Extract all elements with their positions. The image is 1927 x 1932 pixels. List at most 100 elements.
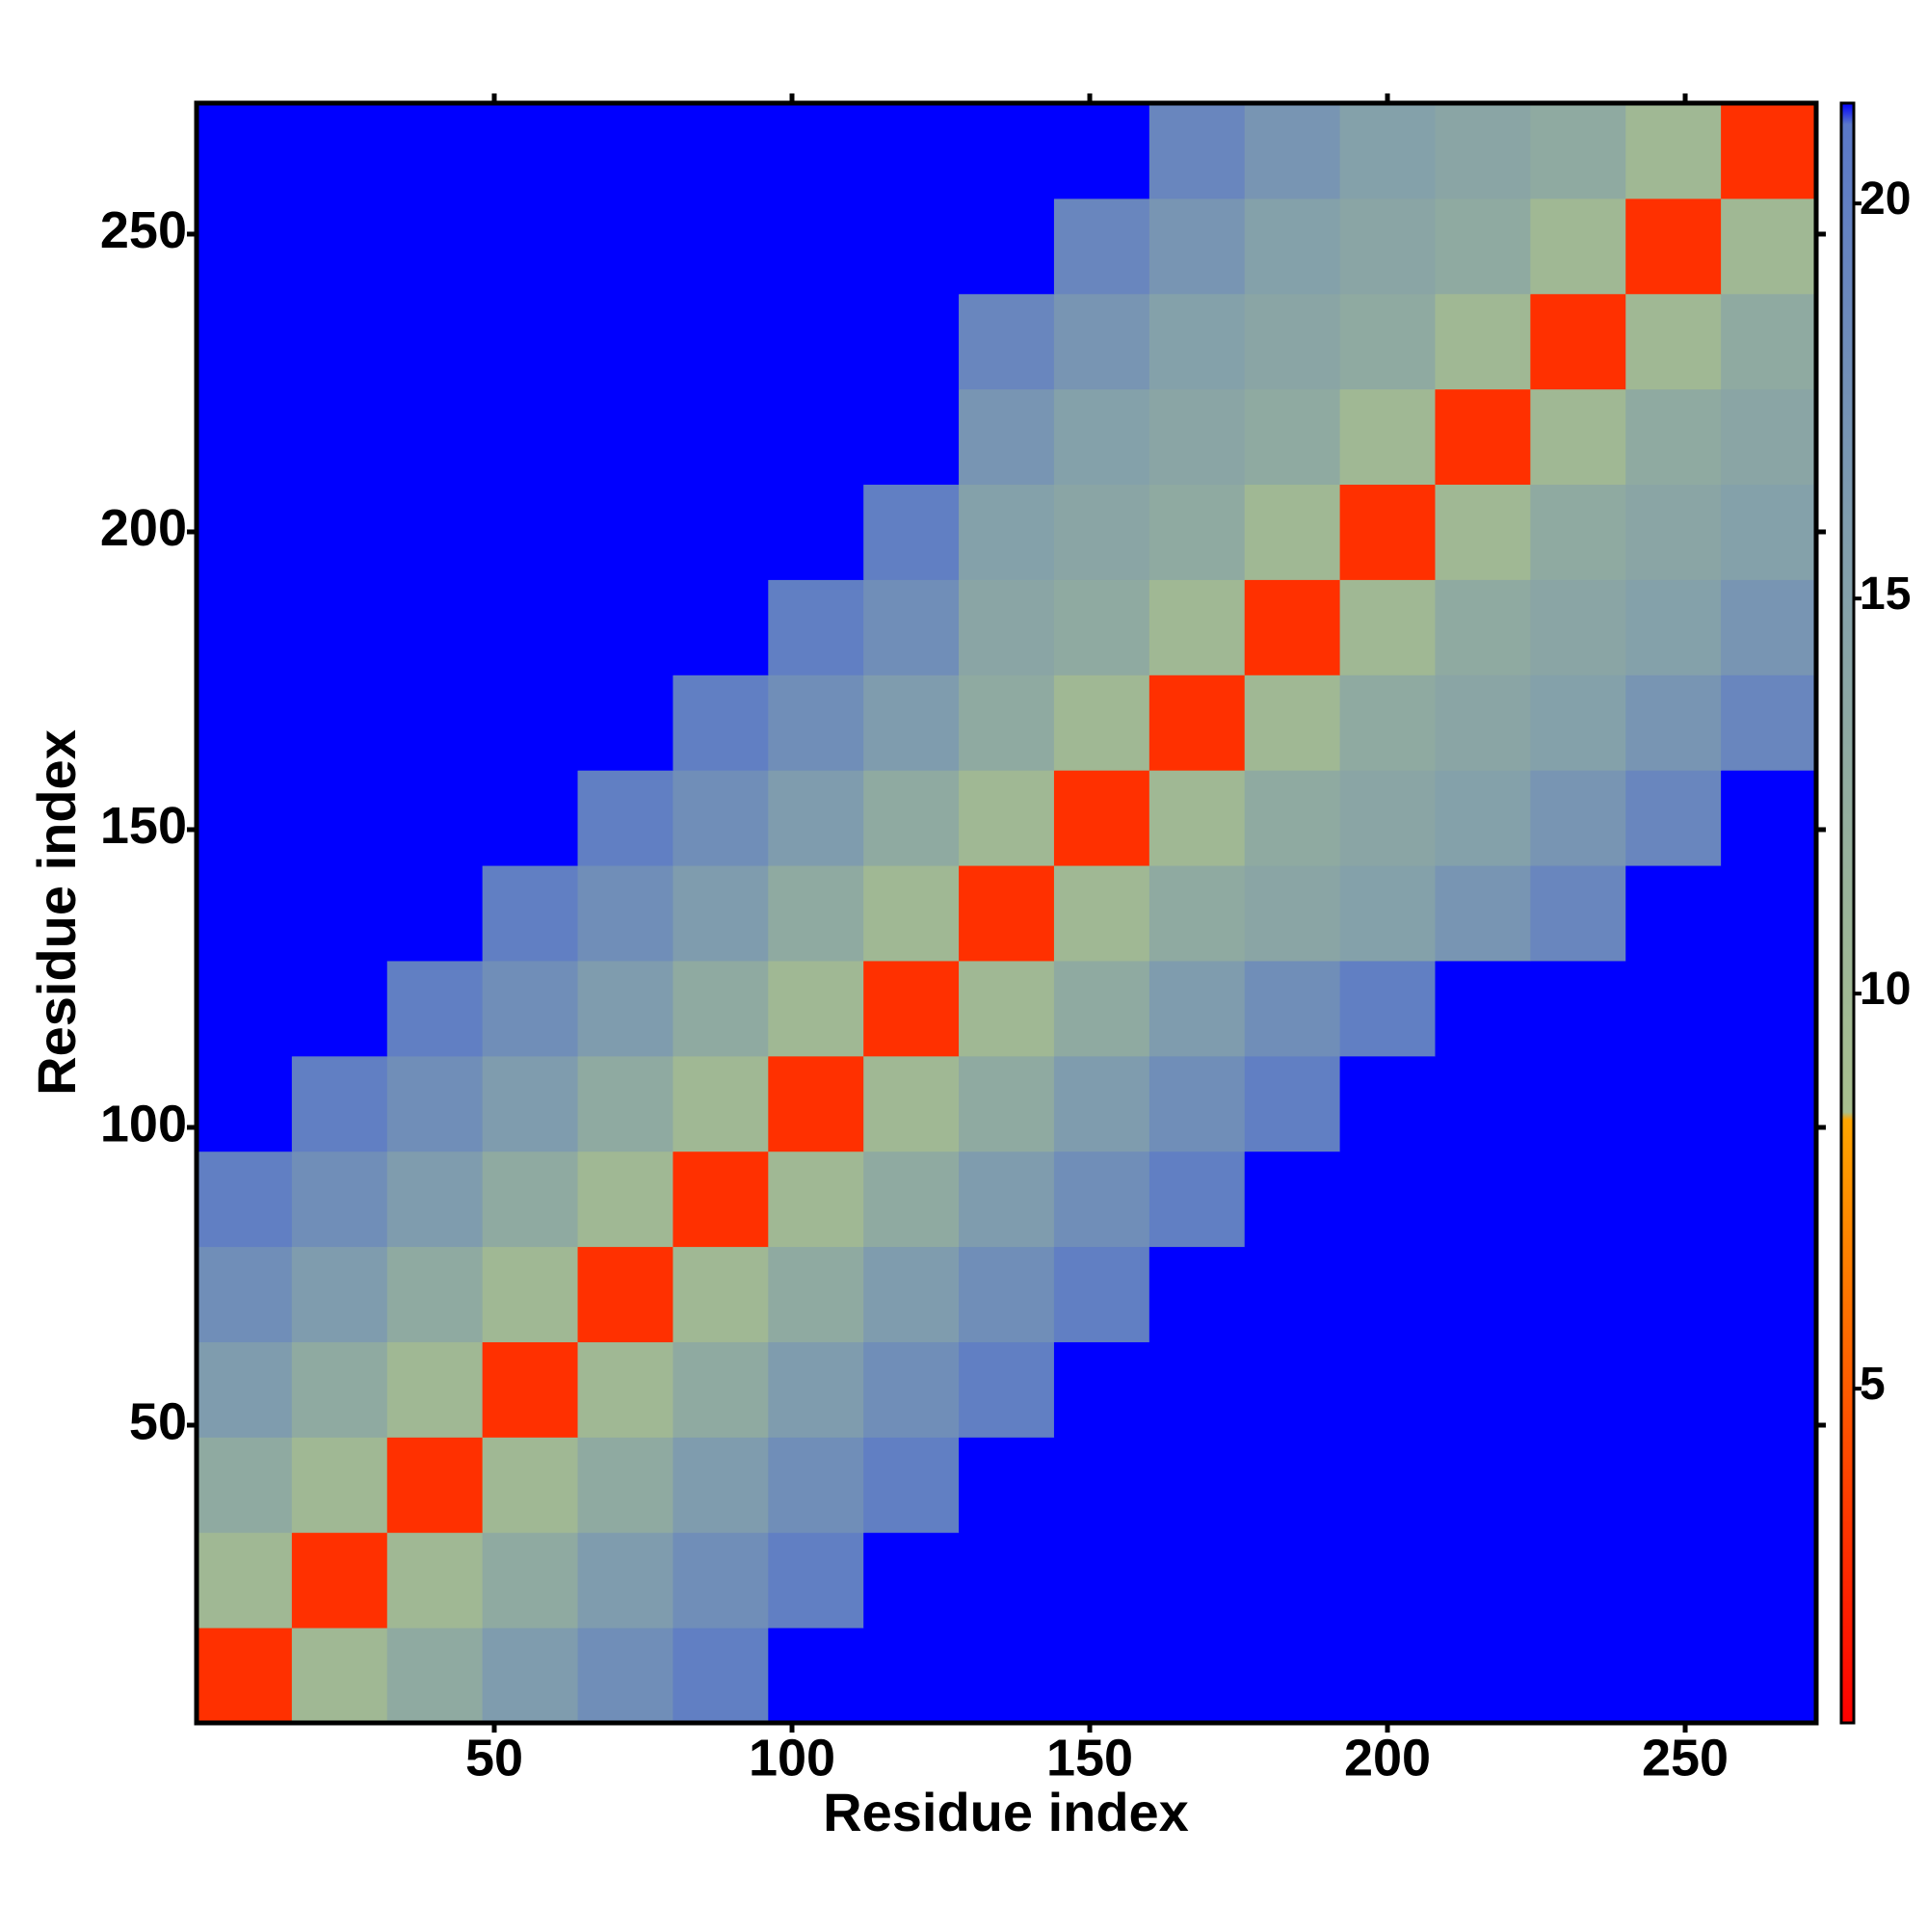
heatmap-cell <box>1339 388 1436 486</box>
heatmap-cell <box>1053 1437 1150 1533</box>
heatmap-cell <box>768 1341 864 1438</box>
heatmap-cell <box>1721 388 1817 486</box>
heatmap-cell <box>1625 1151 1722 1248</box>
heatmap-cell <box>673 865 769 962</box>
heatmap-cell <box>959 388 1055 486</box>
heatmap-cell <box>1721 1628 1817 1724</box>
heatmap-cell <box>1244 1055 1341 1152</box>
heatmap-cell <box>768 1437 864 1533</box>
heatmap-cell <box>1721 1341 1817 1438</box>
heatmap-cell <box>482 1151 579 1248</box>
heatmap-cell <box>959 1151 1055 1248</box>
heatmap-cell <box>1625 1055 1722 1152</box>
heatmap-cell <box>1435 1628 1531 1724</box>
heatmap-cell <box>482 1246 579 1342</box>
heatmap-cell <box>768 675 864 771</box>
heatmap-cell <box>768 198 864 295</box>
heatmap-cell <box>863 103 960 199</box>
heatmap-cell <box>386 1246 484 1342</box>
heatmap-cell <box>197 865 293 962</box>
y-tick-label: 200 <box>100 499 187 557</box>
heatmap-cell <box>959 1628 1055 1724</box>
heatmap-cell <box>673 960 769 1057</box>
heatmap-cell <box>1148 1055 1246 1152</box>
heatmap-cell <box>577 1628 673 1724</box>
heatmap-cell <box>291 1151 388 1248</box>
heatmap-cell <box>1530 1151 1626 1248</box>
heatmap-cell <box>863 865 960 962</box>
heatmap-cell <box>1053 960 1150 1057</box>
heatmap-cell <box>291 198 388 295</box>
heatmap-cell <box>1435 484 1531 580</box>
heatmap-cell <box>1530 675 1626 771</box>
heatmap-cell <box>959 865 1055 962</box>
heatmap-cell <box>1053 675 1150 771</box>
heatmap-cell <box>1148 675 1246 771</box>
heatmap-cell <box>1435 198 1531 295</box>
heatmap-cell <box>1625 675 1722 771</box>
heatmap-cell <box>1339 1055 1436 1152</box>
heatmap-cell <box>1530 1532 1626 1628</box>
heatmap-cell <box>482 293 579 390</box>
heatmap-cell <box>291 293 388 390</box>
heatmap-cell <box>1625 770 1722 866</box>
heatmap-cell <box>1625 484 1722 580</box>
heatmap-cell <box>959 1341 1055 1438</box>
heatmap-cell <box>197 770 293 866</box>
heatmap-cell <box>1530 865 1626 962</box>
heatmap-cell <box>1625 1532 1722 1628</box>
heatmap-cell <box>1435 388 1531 486</box>
heatmap-cell <box>863 1246 960 1342</box>
heatmap-cell <box>1053 198 1150 295</box>
heatmap-cell <box>1530 960 1626 1057</box>
heatmap-cell <box>1530 1341 1626 1438</box>
y-tick-label: 150 <box>100 797 187 855</box>
heatmap-cell <box>1148 388 1246 486</box>
heatmap-cell <box>291 1246 388 1342</box>
heatmap-cell <box>197 1437 293 1533</box>
heatmap-cell <box>673 1628 769 1724</box>
heatmap-cell <box>1339 960 1436 1057</box>
heatmap-cell <box>482 388 579 486</box>
x-tick-label: 200 <box>1344 1729 1431 1786</box>
heatmap-cell <box>386 865 484 962</box>
heatmap-cell <box>197 1151 293 1248</box>
heatmap-cell <box>482 484 579 580</box>
heatmap-cell <box>673 198 769 295</box>
heatmap-cell <box>959 1246 1055 1342</box>
heatmap-cell <box>1625 1341 1722 1438</box>
heatmap-cell <box>959 293 1055 390</box>
x-tick-label: 50 <box>465 1729 523 1786</box>
heatmap-cell <box>1625 1628 1722 1724</box>
heatmap-cell <box>1625 388 1722 486</box>
y-tick-label: 100 <box>100 1095 187 1152</box>
heatmap-cell <box>386 293 484 390</box>
heatmap-cell <box>673 1246 769 1342</box>
heatmap-cell <box>197 198 293 295</box>
heatmap-cell <box>1244 1532 1341 1628</box>
heatmap-cell <box>197 1055 293 1152</box>
heatmap-cell <box>1244 388 1341 486</box>
heatmap-cell <box>1053 103 1150 199</box>
heatmap-cell <box>197 1341 293 1438</box>
heatmap-cell <box>768 960 864 1057</box>
heatmap-cell <box>768 1151 864 1248</box>
heatmap-cell <box>197 1246 293 1342</box>
heatmap-cell <box>1244 103 1341 199</box>
heatmap-cell <box>577 865 673 962</box>
heatmap-cell <box>482 1628 579 1724</box>
heatmap-cell <box>1339 865 1436 962</box>
heatmap-cell <box>291 1628 388 1724</box>
heatmap-cell <box>291 865 388 962</box>
heatmap-cell <box>673 1055 769 1152</box>
heatmap-cell <box>1148 579 1246 675</box>
heatmap-cell <box>1530 1246 1626 1342</box>
heatmap-cell <box>1721 1532 1817 1628</box>
heatmap-cell <box>577 1532 673 1628</box>
heatmap-cell <box>1244 770 1341 866</box>
heatmap-cell <box>1721 103 1817 199</box>
heatmap-cell <box>1053 293 1150 390</box>
heatmap-cell <box>768 579 864 675</box>
heatmap-cell <box>482 960 579 1057</box>
heatmap-cell <box>673 1151 769 1248</box>
